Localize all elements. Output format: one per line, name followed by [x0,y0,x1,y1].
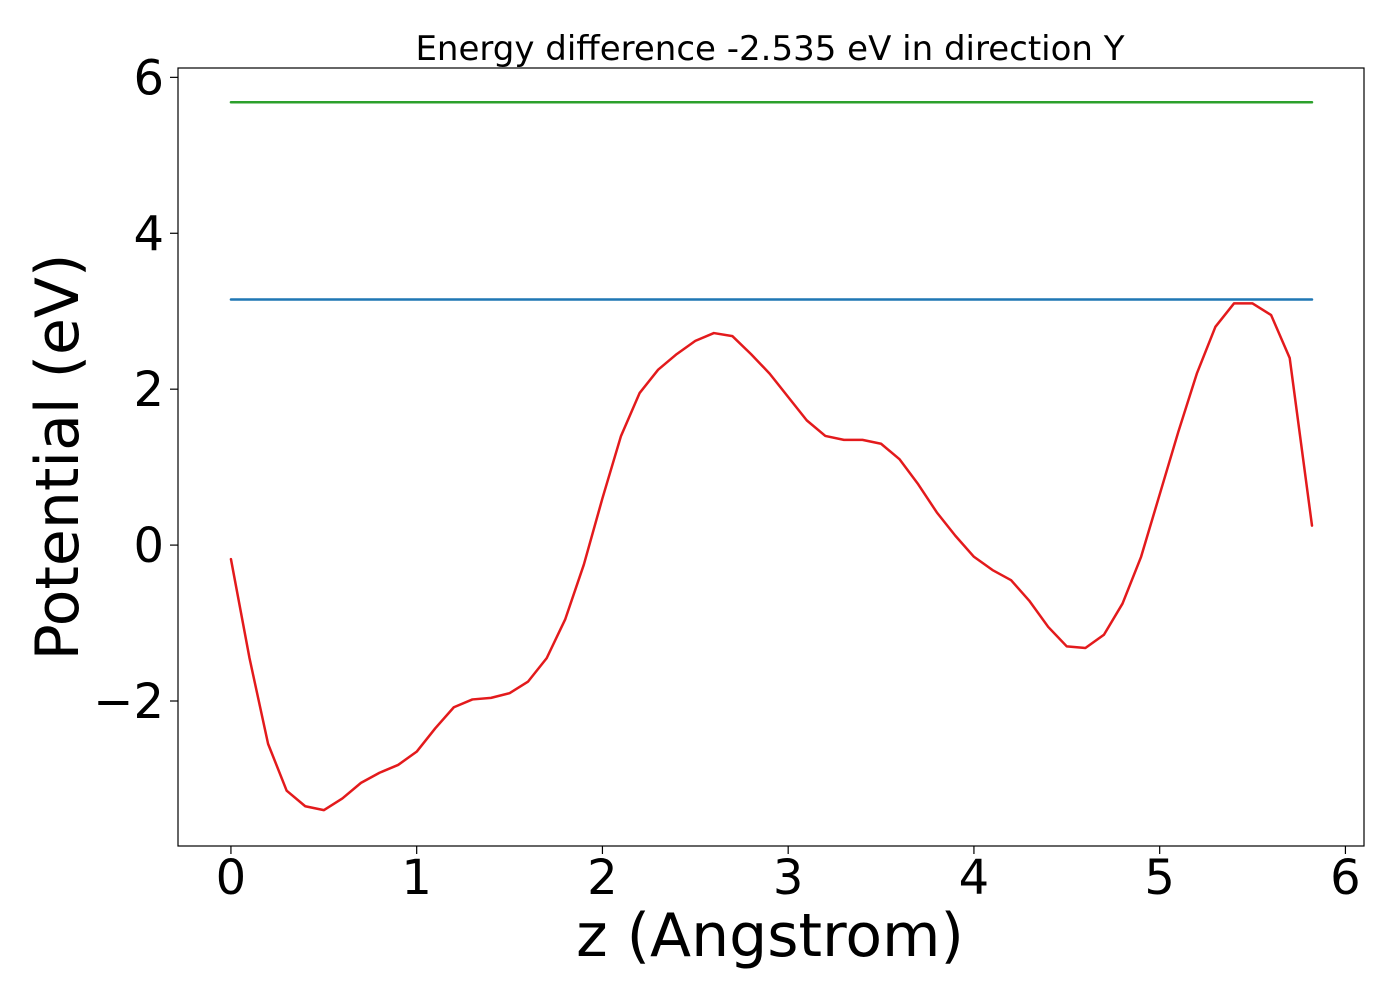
x-tick-label: 3 [773,850,804,906]
x-tick-label: 5 [1144,850,1175,906]
chart-title: Energy difference -2.535 eV in direction… [415,29,1124,69]
y-tick-label: 6 [133,50,164,106]
y-tick-label: 4 [133,206,164,262]
y-tick-label: 2 [133,362,164,418]
series-line-red [229,302,1314,812]
y-tick-label: −2 [93,674,164,730]
plot-area [178,68,1364,846]
x-axis-ticks: 0 1 2 3 4 5 6 [216,846,1361,906]
y-tick-label: 0 [133,518,164,574]
y-axis-ticks: −2 0 2 4 6 [93,50,178,730]
y-axis-label: Potential (eV) [23,254,93,661]
x-tick-label: 4 [959,850,990,906]
x-axis-label: z (Angstrom) [576,901,964,971]
x-tick-label: 1 [401,850,432,906]
x-tick-label: 0 [216,850,247,906]
plot-frame [177,67,1365,847]
x-tick-label: 2 [587,850,618,906]
x-tick-label: 6 [1330,850,1361,906]
series-layer [229,101,1314,812]
